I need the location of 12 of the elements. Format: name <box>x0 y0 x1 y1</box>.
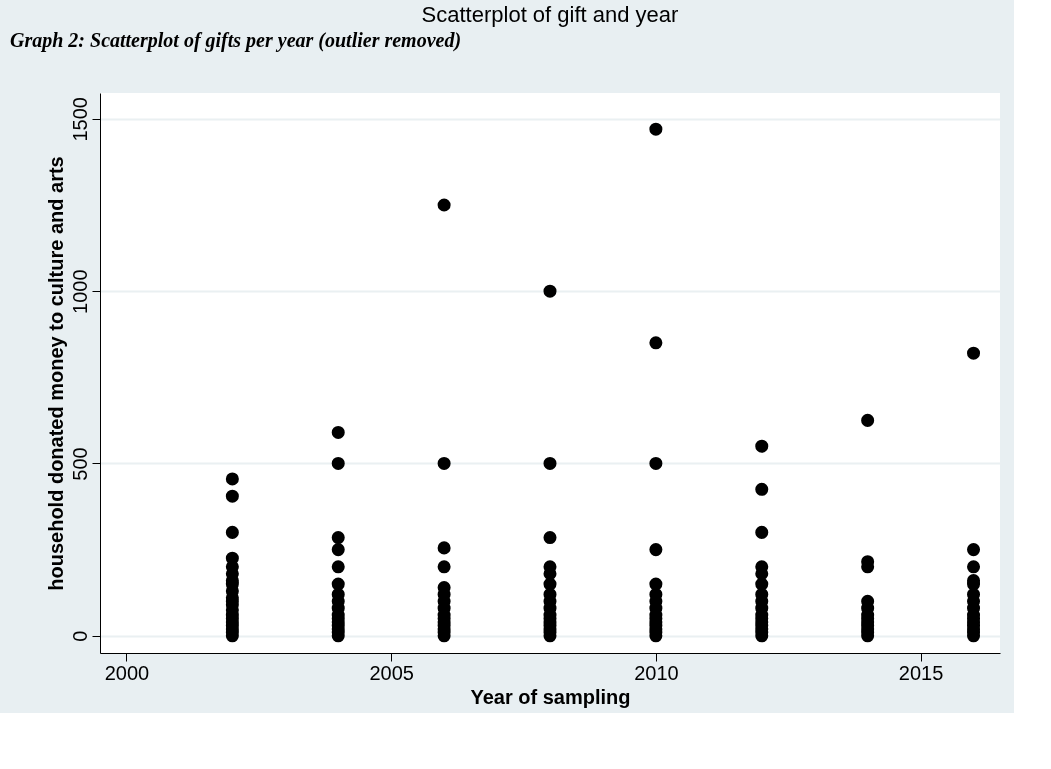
x-tick-label: 2000 <box>104 661 150 684</box>
x-tick-label: 2015 <box>898 661 944 684</box>
caption: Graph 2: Scatterplot of gifts per year (outlier removed) <box>10 29 462 52</box>
chart-title: Scatterplot of gift and year <box>421 2 679 27</box>
x-axis-title: Year of sampling <box>470 685 631 708</box>
x-tick-label: 2005 <box>369 661 414 684</box>
y-tick-label: 1500 <box>68 97 91 142</box>
y-tick-label: 0 <box>68 630 91 642</box>
y-tick-label: 500 <box>68 447 91 481</box>
y-axis-title: household donated money to culture and arts <box>44 156 67 591</box>
y-tick-label: 1000 <box>68 269 91 314</box>
x-tick-label: 2010 <box>634 661 679 684</box>
